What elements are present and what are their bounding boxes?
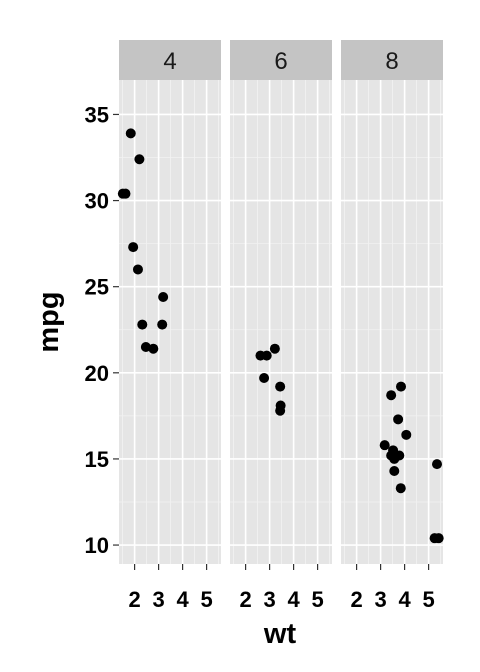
data-point (117, 188, 128, 199)
panel-background (341, 80, 443, 564)
x-tick-label: 3 (263, 587, 275, 612)
facet-panel-6: 6 (230, 40, 332, 564)
data-point (269, 343, 280, 354)
facet-strip (341, 40, 443, 80)
x-tick-label: 2 (128, 587, 140, 612)
x-tick-label: 3 (374, 587, 386, 612)
y-tick-label: 10 (85, 533, 109, 558)
data-point (432, 459, 442, 470)
y-tick-label: 15 (85, 447, 109, 472)
data-point (125, 128, 136, 139)
data-point (379, 440, 390, 451)
data-point (386, 390, 397, 401)
data-point (275, 381, 286, 392)
data-point (275, 405, 286, 416)
facet-strip-label: 6 (274, 48, 287, 75)
facet-panel-8: 8 (341, 40, 444, 564)
data-point (261, 350, 272, 361)
panels-layer: 4 6 8 (117, 40, 444, 564)
data-point (137, 319, 148, 330)
data-point (158, 292, 169, 303)
facet-strip (230, 40, 332, 80)
facet-strip-label: 4 (163, 48, 176, 75)
x-tick-label: 4 (287, 587, 300, 612)
x-axis-title: wt (263, 618, 297, 650)
x-tick-label: 5 (311, 587, 323, 612)
data-point (389, 465, 400, 476)
data-point (128, 242, 139, 253)
data-point (395, 483, 406, 494)
panel-background (230, 80, 332, 564)
facet-panel-4: 4 (117, 40, 221, 564)
data-point (140, 341, 151, 352)
x-tick-label: 5 (200, 587, 212, 612)
x-tick-label: 4 (176, 587, 189, 612)
data-point (148, 343, 159, 354)
x-tick-label: 2 (239, 587, 251, 612)
y-tick-label: 25 (85, 275, 109, 300)
x-tick-label: 2 (350, 587, 362, 612)
x-tick-label: 5 (422, 587, 434, 612)
data-point (389, 453, 400, 464)
x-tick-label: 3 (152, 587, 164, 612)
facet-strip (119, 40, 221, 80)
facet-strip-label: 8 (385, 48, 398, 75)
y-axis-title: mpg (33, 291, 65, 352)
data-point (134, 154, 145, 165)
data-point (433, 533, 444, 544)
y-tick-label: 35 (85, 102, 109, 127)
data-point (393, 414, 404, 425)
data-point (132, 264, 143, 275)
y-tick-label: 30 (85, 189, 109, 214)
y-tick-label: 20 (85, 361, 109, 386)
x-tick-label: 4 (398, 587, 411, 612)
data-point (396, 381, 406, 392)
data-point (157, 319, 168, 330)
data-point (401, 429, 412, 440)
data-point (259, 372, 270, 383)
